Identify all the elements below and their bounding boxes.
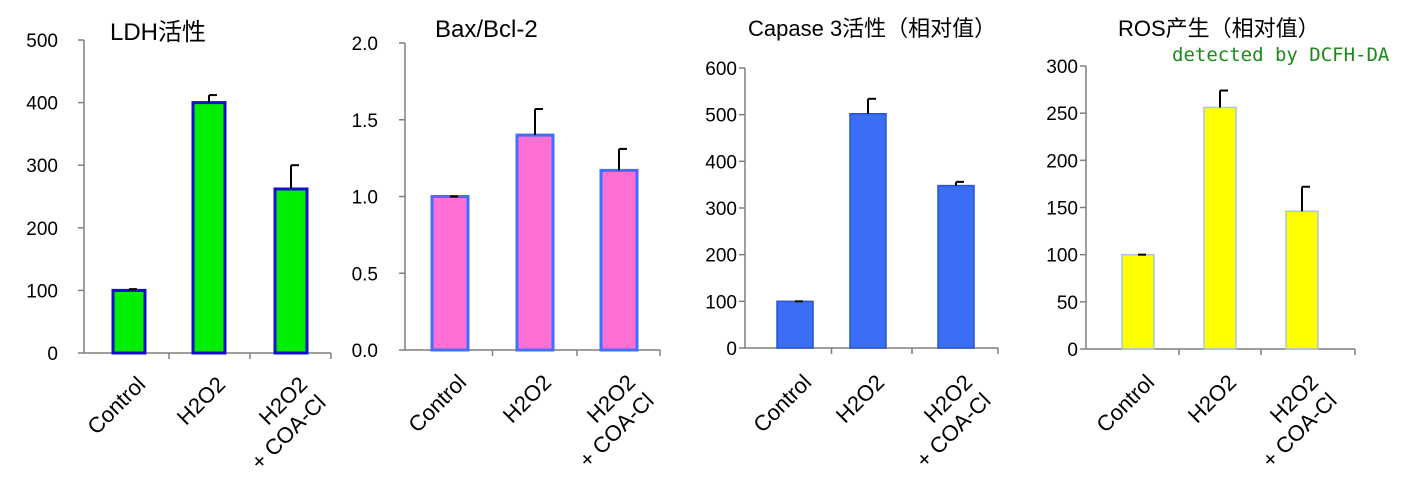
chart4-bar [1203,106,1237,350]
chart4-x-label: H2O2+ COA-Cl [1257,370,1342,473]
chart1-bar [191,101,227,355]
chart3-x-label-line: H2O2 [831,370,889,428]
chart2-x-label: H2O2 [498,370,556,428]
chart3-x-label: Control [748,370,816,438]
chart2-bar [430,195,470,352]
chart3-y-tick-label: 0 [726,339,737,360]
chart2-y-tick-label: 1.0 [352,188,378,209]
chart4-y-tick-label: 0 [1067,340,1078,361]
chart4-bar [1285,210,1319,350]
chart4-y-tick-label: 200 [1046,151,1078,172]
chart3-bar [849,112,887,349]
chart1-y-tick-label: 0 [47,344,58,365]
chart1-y-tick-label: 300 [26,156,58,177]
chart3-x-label: H2O2+ COA-Cl [911,370,996,473]
chart3-title: Capase 3活性（相对值） [748,16,996,41]
chart2-title: Bax/Bcl-2 [435,16,538,43]
chart3-bar [776,300,814,349]
chart1-y-tick-label: 500 [26,31,58,52]
chart1-title: LDH活性 [110,19,206,46]
chart4-y-tick-label: 300 [1046,57,1078,78]
chart1-y-tick-label: 100 [26,281,58,302]
chart4-title: ROS产生（相对值） [1118,16,1320,41]
chart4-y-tick-label: 100 [1046,246,1078,267]
chart4-y-tick-label: 50 [1057,293,1078,314]
chart4-x-label: H2O2 [1183,370,1241,428]
chart4-bar [1121,253,1155,350]
chart1-x-label-line: Control [82,372,150,440]
chart1-y-tick-label: 400 [26,94,58,115]
chart4-x-label-line: H2O2 [1183,370,1241,428]
chart1-x-label-line: H2O2 [172,372,230,430]
chart3-y-tick-label: 100 [705,292,737,313]
chart3-x-label: H2O2 [831,370,889,428]
chart4-x-label: Control [1091,370,1159,438]
chart1-x-label: Control [82,372,150,440]
chart4-x-label-line: Control [1091,370,1159,438]
chart3-y-tick-label: 600 [705,59,737,80]
chart2-y-tick-label: 1.5 [352,111,378,132]
chart2-y-tick-label: 0.0 [352,341,378,362]
chart3-y-tick-label: 200 [705,246,737,267]
chart1-bar [273,187,309,355]
chart2-x-label-line: H2O2 [498,370,556,428]
chart1-bar [111,288,147,355]
chart3-x-label-line: Control [748,370,816,438]
chart2-y-tick-label: 2.0 [352,34,378,55]
chart2-x-label: H2O2+ COA-Cl [574,370,659,473]
chart3-y-tick-label: 400 [705,152,737,173]
chart1-x-label: H2O2+ COA-Cl [246,372,331,475]
chart4-y-tick-label: 150 [1046,199,1078,220]
chart1-y-tick-label: 200 [26,219,58,240]
chart2-y-tick-label: 0.5 [352,264,378,285]
chart2-x-label: Control [403,370,471,438]
chart4-y-tick-label: 250 [1046,104,1078,125]
chart3-y-tick-label: 500 [705,106,737,127]
chart2-x-label-line: Control [403,370,471,438]
chart2-bar [515,133,555,352]
chart3-bar [937,184,975,349]
chart2-bar [599,168,639,352]
annotation-text: detected by DCFH-DA [1172,44,1390,66]
chart3-y-tick-label: 300 [705,199,737,220]
chart1-x-label: H2O2 [172,372,230,430]
